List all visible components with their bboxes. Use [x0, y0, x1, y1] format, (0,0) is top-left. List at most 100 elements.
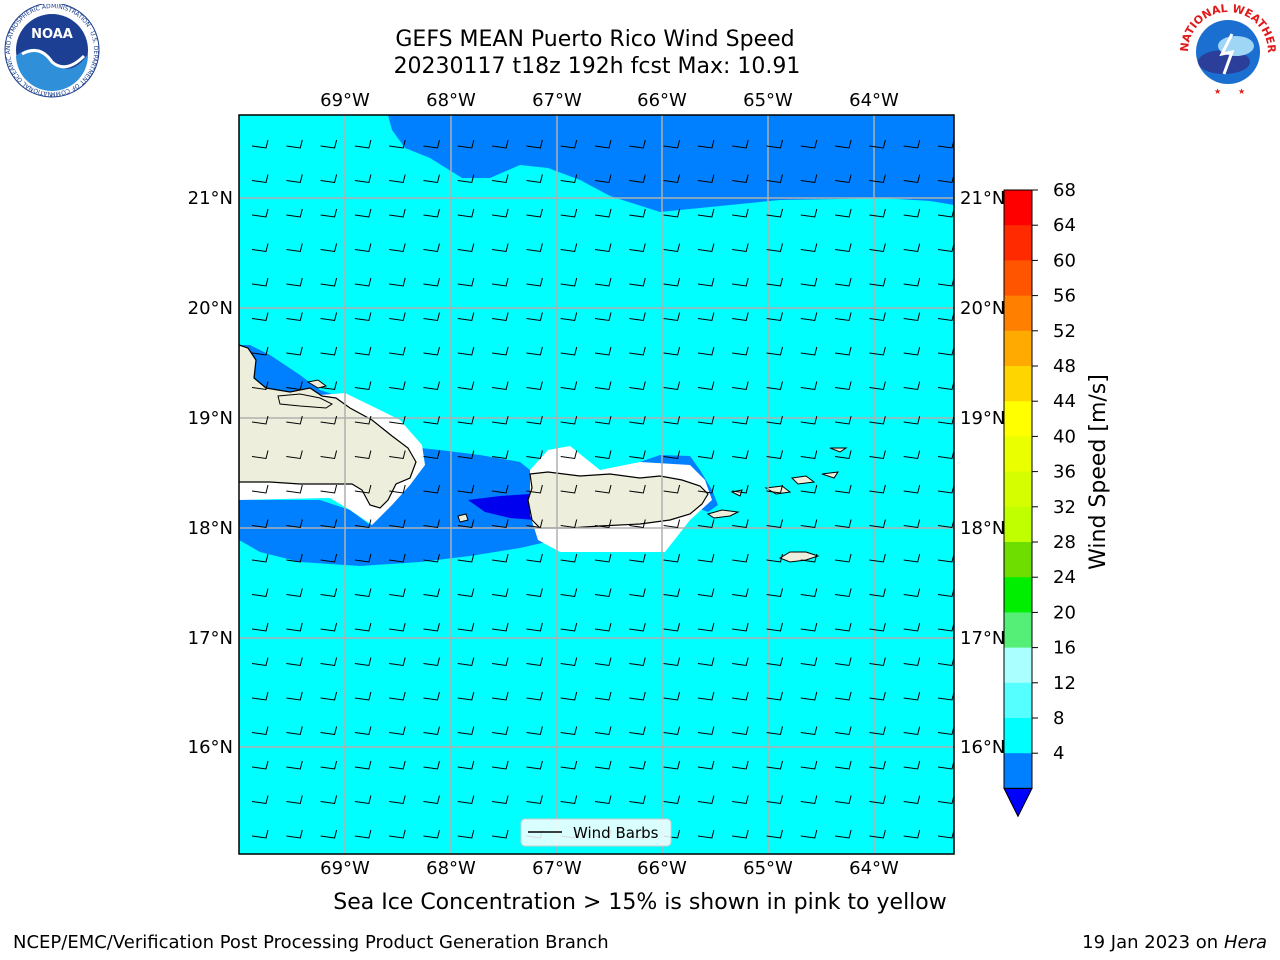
wind-barb [663, 346, 681, 356]
wind-barb [732, 381, 749, 391]
colorbar-tick-label: 8 [1053, 708, 1064, 729]
wind-barb [286, 277, 303, 287]
wind-barb [492, 829, 509, 839]
wind-barb [697, 829, 715, 839]
colorbar-tick-label: 20 [1053, 602, 1076, 623]
wind-barb [800, 139, 818, 149]
wind-barb [354, 208, 372, 218]
wind-barb [594, 519, 612, 529]
wind-barb [492, 795, 509, 805]
wind-barb [697, 657, 715, 667]
wind-barb [835, 174, 852, 184]
wind-barb [560, 760, 578, 770]
wind-barb [869, 622, 886, 632]
wind-barb [594, 450, 612, 460]
wind-barb [560, 312, 578, 322]
lat-label-left: 20°N [188, 298, 233, 319]
wind-barb [320, 657, 338, 667]
wind-barb [423, 553, 440, 563]
wind-barb [869, 588, 886, 598]
wind-barb [732, 519, 749, 529]
wind-barb [457, 795, 475, 805]
wind-barb [903, 691, 921, 701]
colorbar-segment [1004, 647, 1032, 684]
wind-barb [320, 760, 338, 770]
wind-barb [389, 174, 406, 184]
noaa-logo: NATIONAL OCEANIC AND ATMOSPHERIC ADMINIS… [0, 4, 100, 98]
wind-barb [869, 415, 886, 425]
wind-barb [560, 346, 578, 356]
wind-barb [697, 415, 715, 425]
noaa-logo-text: NOAA [31, 27, 73, 42]
wind-barb [766, 346, 783, 356]
wind-barb [354, 829, 372, 839]
colorbar-segment [1004, 225, 1032, 261]
land-st-croix [778, 551, 820, 563]
colorbar-tick-label: 68 [1053, 180, 1076, 201]
wind-barb [766, 829, 783, 839]
wind-barb [389, 760, 406, 770]
wind-barb [629, 450, 646, 460]
wind-barb [766, 312, 783, 322]
wind-barb [800, 829, 818, 839]
wind-barb [389, 415, 406, 425]
wind-barb [663, 760, 681, 770]
wind-barb [457, 829, 475, 839]
wind-barb [251, 829, 269, 839]
wind-barb [629, 691, 646, 701]
wind-barb [320, 519, 338, 529]
wind-barb [526, 312, 543, 322]
svg-text:★: ★ [1214, 87, 1221, 96]
wind-barb [389, 450, 406, 460]
wind-barbs [251, 139, 954, 839]
wind-barb [869, 277, 886, 287]
wind-barb [903, 277, 921, 287]
wind-barb [526, 139, 543, 149]
wind-barb [732, 795, 749, 805]
machine-name: Hera [1223, 932, 1267, 953]
wind-barb [354, 243, 372, 253]
wind-barb [594, 174, 612, 184]
chart-subtitle: 20230117 t18z 192h fcst Max: 10.91 [393, 54, 801, 79]
wind-barb [251, 657, 269, 667]
wind-barb [903, 381, 921, 391]
wind-barb [389, 139, 406, 149]
wind-barb [320, 381, 338, 391]
wind-barb [835, 829, 852, 839]
wind-barb [560, 450, 578, 460]
wind-barb [492, 622, 509, 632]
wind-barb [457, 208, 475, 218]
wind-barb [457, 726, 475, 736]
wind-barb [766, 726, 783, 736]
wind-barb [320, 622, 338, 632]
wind-barb [251, 174, 269, 184]
wind-barb [423, 657, 440, 667]
land-puerto-rico [527, 471, 709, 529]
wind-barb [629, 553, 646, 563]
wind-barb [560, 243, 578, 253]
wind-barb [869, 174, 886, 184]
wind-barb [697, 691, 715, 701]
wind-barb [389, 243, 406, 253]
wind-barb [251, 795, 269, 805]
wind-barb [663, 174, 681, 184]
wind-barb [766, 450, 783, 460]
wind-barb [526, 726, 543, 736]
wind-barb [354, 588, 372, 598]
wind-barb [286, 450, 303, 460]
wind-barb [697, 450, 715, 460]
wind-barb [560, 484, 578, 494]
wind-barb [457, 760, 475, 770]
wind-barb [800, 174, 818, 184]
wind-core [468, 494, 535, 520]
wind-barb [903, 312, 921, 322]
lon-label-bottom: 65°W [743, 858, 793, 879]
wind-barb [663, 519, 681, 529]
wind-barb [251, 243, 269, 253]
wind-barb [320, 346, 338, 356]
wind-barb [732, 312, 749, 322]
wind-barb [800, 657, 818, 667]
wind-barb [526, 691, 543, 701]
lat-label-left: 17°N [188, 628, 233, 649]
